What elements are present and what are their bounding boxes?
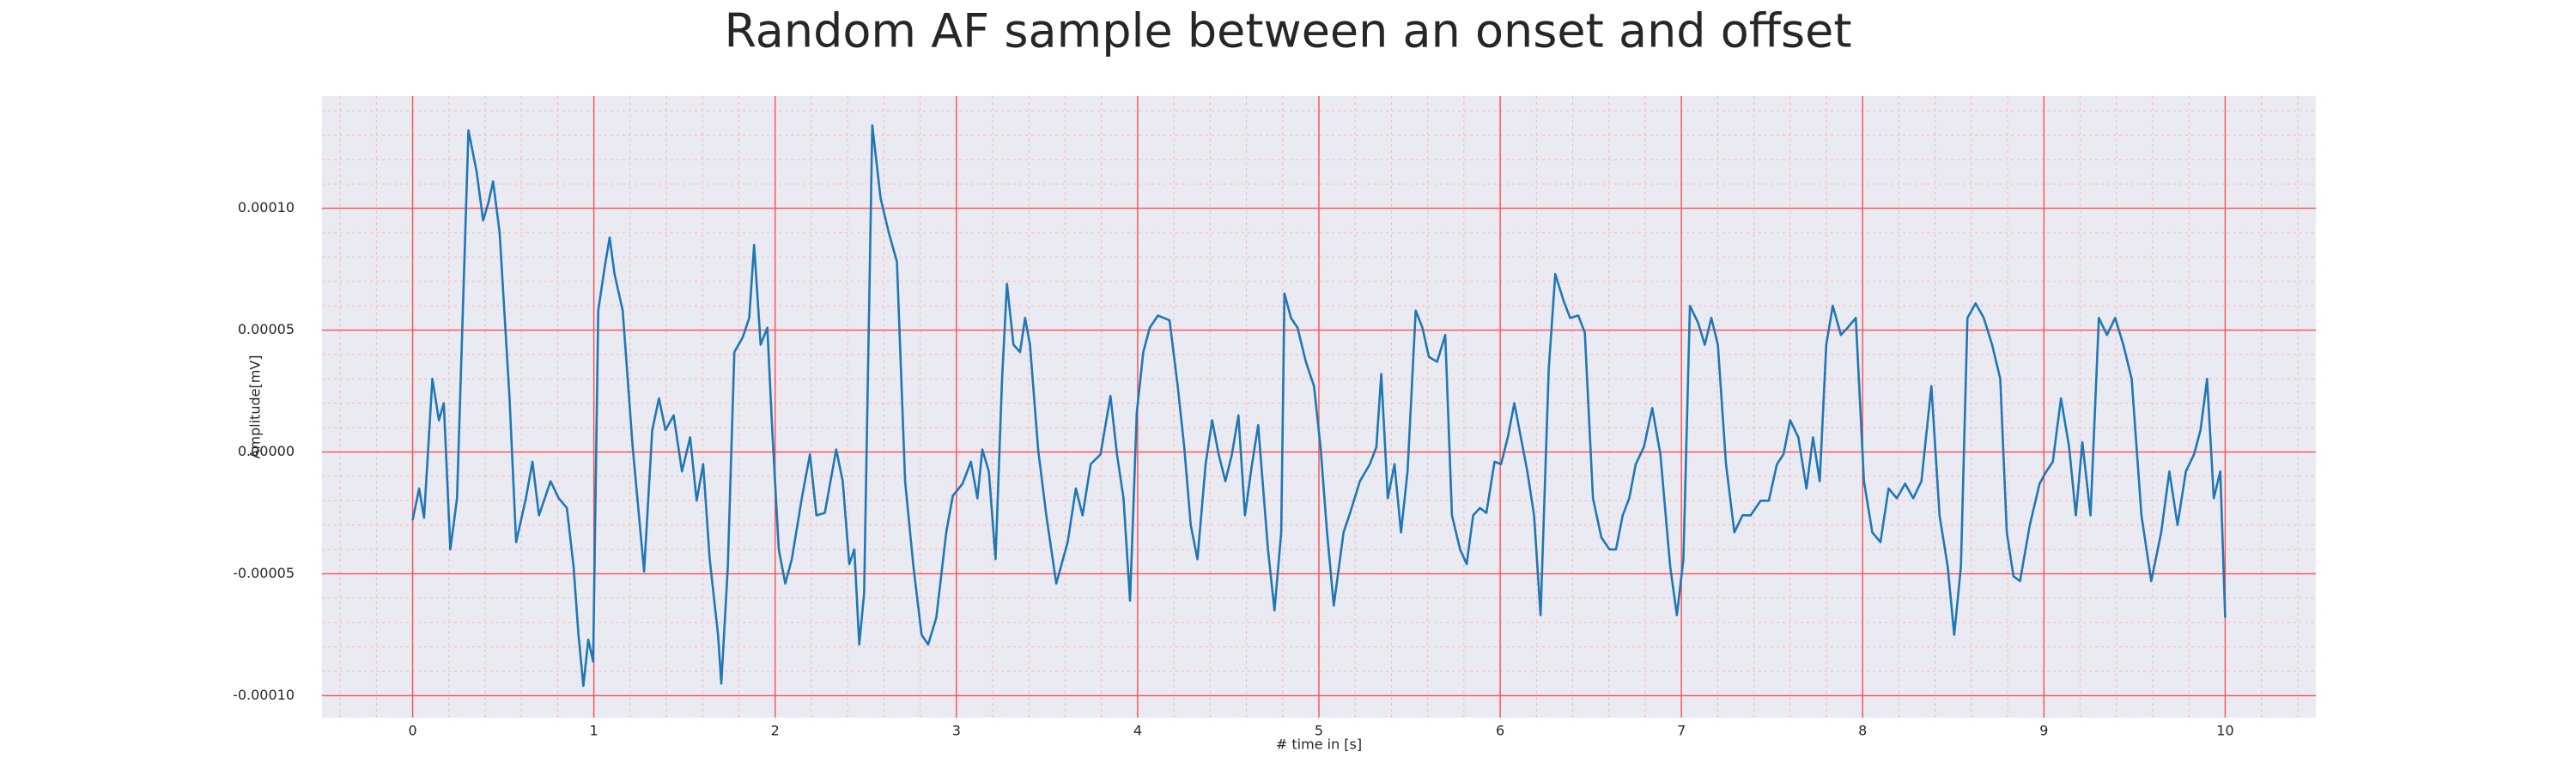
y-tick-label: 0.00005 xyxy=(238,321,295,337)
x-tick-label: 10 xyxy=(2216,723,2233,739)
x-tick-label: 8 xyxy=(1858,723,1867,739)
x-tick-label: 5 xyxy=(1315,723,1323,739)
chart-title: Random AF sample between an onset and of… xyxy=(724,4,1851,58)
x-tick-label: 0 xyxy=(408,723,416,739)
x-tick-label: 4 xyxy=(1133,723,1142,739)
y-tick-label: 0.00000 xyxy=(238,443,295,459)
x-tick-label: 3 xyxy=(952,723,961,739)
x-tick-label: 9 xyxy=(2039,723,2048,739)
y-tick-label: -0.00010 xyxy=(233,687,295,703)
x-tick-label: 6 xyxy=(1496,723,1504,739)
x-axis-label: # time in [s] xyxy=(1276,737,1362,753)
signal-line xyxy=(411,124,2227,688)
y-tick-label: 0.00010 xyxy=(238,199,295,215)
x-tick-label: 1 xyxy=(590,723,598,739)
y-axis-label: Amplitude[mV] xyxy=(247,355,264,458)
x-tick-label: 7 xyxy=(1677,723,1686,739)
x-tick-label: 2 xyxy=(771,723,780,739)
y-tick-label: -0.00005 xyxy=(233,565,295,581)
